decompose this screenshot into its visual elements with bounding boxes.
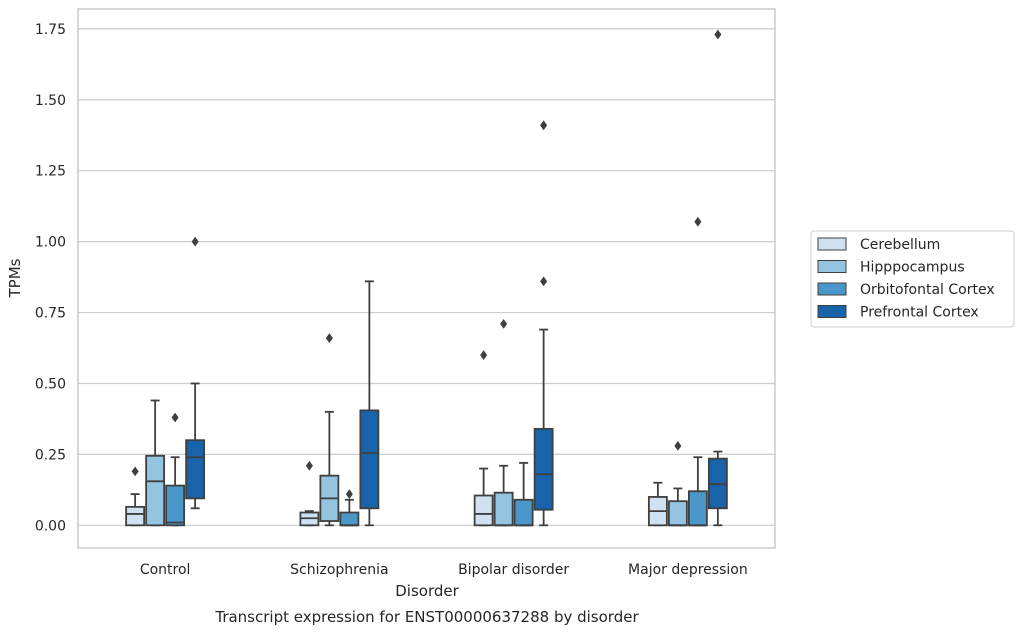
box-iqr: [339, 511, 360, 527]
y-tick-label: 0.25: [35, 447, 66, 463]
x-tick-label: Major depression: [628, 562, 748, 578]
box-hipppocampus: [493, 319, 514, 527]
box-iqr: [125, 505, 146, 527]
y-tick-label: 1.50: [35, 93, 66, 109]
outlier-point: [171, 412, 179, 423]
box-prefrontal-cortex: [533, 120, 554, 527]
y-tick-label: 1.75: [35, 22, 66, 38]
legend: Cerebellum Hipppocampus Orbitofontal Corte…: [810, 230, 1015, 328]
x-tick-label: Bipolar disorder: [458, 562, 569, 578]
gridlines: [78, 28, 775, 526]
legend-label: Orbitofontal Cortex: [860, 282, 995, 298]
box-prefrontal-cortex: [185, 236, 206, 510]
outlier-point: [540, 120, 548, 131]
outlier-point: [191, 236, 199, 247]
box-iqr: [533, 427, 554, 511]
box-cerebellum: [473, 350, 494, 527]
box-series: [125, 29, 728, 527]
box-orbitofontal-cortex: [165, 412, 186, 527]
box-iqr: [687, 490, 708, 527]
box-iqr: [185, 439, 206, 500]
outlier-point: [480, 350, 488, 360]
outlier-point: [500, 319, 508, 329]
outlier-point: [540, 276, 548, 287]
legend-swatch: [817, 305, 847, 318]
box-iqr: [493, 491, 514, 527]
box-hipppocampus: [145, 399, 166, 527]
box-cerebellum: [647, 481, 668, 527]
y-tick-label: 1.25: [35, 164, 66, 180]
box-orbitofontal-cortex: [687, 216, 708, 527]
box-orbitofontal-cortex: [513, 461, 534, 527]
outlier-point: [325, 333, 333, 343]
box-iqr: [473, 494, 494, 527]
box-iqr: [165, 484, 186, 527]
legend-label: Hipppocampus: [860, 260, 965, 276]
outlier-point: [305, 460, 313, 471]
box-iqr: [359, 409, 380, 510]
x-axis-title: Disorder: [395, 582, 459, 600]
legend-swatch: [817, 237, 847, 251]
y-tick-label: 1.00: [35, 235, 66, 251]
outlier-point: [345, 489, 353, 499]
box-hipppocampus: [319, 333, 340, 527]
chart-caption: Transcript expression for ENST0000063728…: [214, 608, 639, 626]
legend-label: Cerebellum: [860, 237, 940, 253]
x-tick-label: Control: [140, 562, 191, 578]
box-orbitofontal-cortex: [339, 489, 360, 527]
box-iqr: [667, 500, 688, 527]
box-iqr: [145, 454, 166, 527]
outlier-point: [714, 29, 722, 40]
legend-swatch: [817, 282, 847, 296]
outlier-point: [131, 466, 139, 477]
legend-swatch: [817, 260, 847, 273]
outlier-point: [674, 440, 682, 451]
box-cerebellum: [125, 466, 146, 527]
x-tick-label: Schizophrenia: [290, 562, 388, 578]
box-prefrontal-cortex: [359, 280, 380, 527]
y-tick-label: 0.00: [35, 518, 66, 534]
box-cerebellum: [299, 460, 320, 527]
x-axis-ticks: Control Schizophrenia Bipolar disorder Majo…: [140, 562, 748, 578]
legend-frame: [810, 230, 1015, 328]
box-prefrontal-cortex: [707, 29, 728, 527]
y-tick-label: 0.75: [35, 306, 66, 322]
legend-label: Prefrontal Cortex: [860, 305, 979, 321]
box-iqr: [513, 498, 534, 527]
y-axis-ticks: 0.00 0.25 0.50 0.75 1.00 1.25 1.50 1.75: [35, 22, 66, 534]
box-hipppocampus: [667, 440, 688, 527]
y-axis-title: TPMs: [6, 258, 24, 298]
outlier-point: [694, 216, 702, 227]
y-tick-label: 0.50: [35, 376, 66, 392]
plot-frame: [77, 8, 776, 549]
